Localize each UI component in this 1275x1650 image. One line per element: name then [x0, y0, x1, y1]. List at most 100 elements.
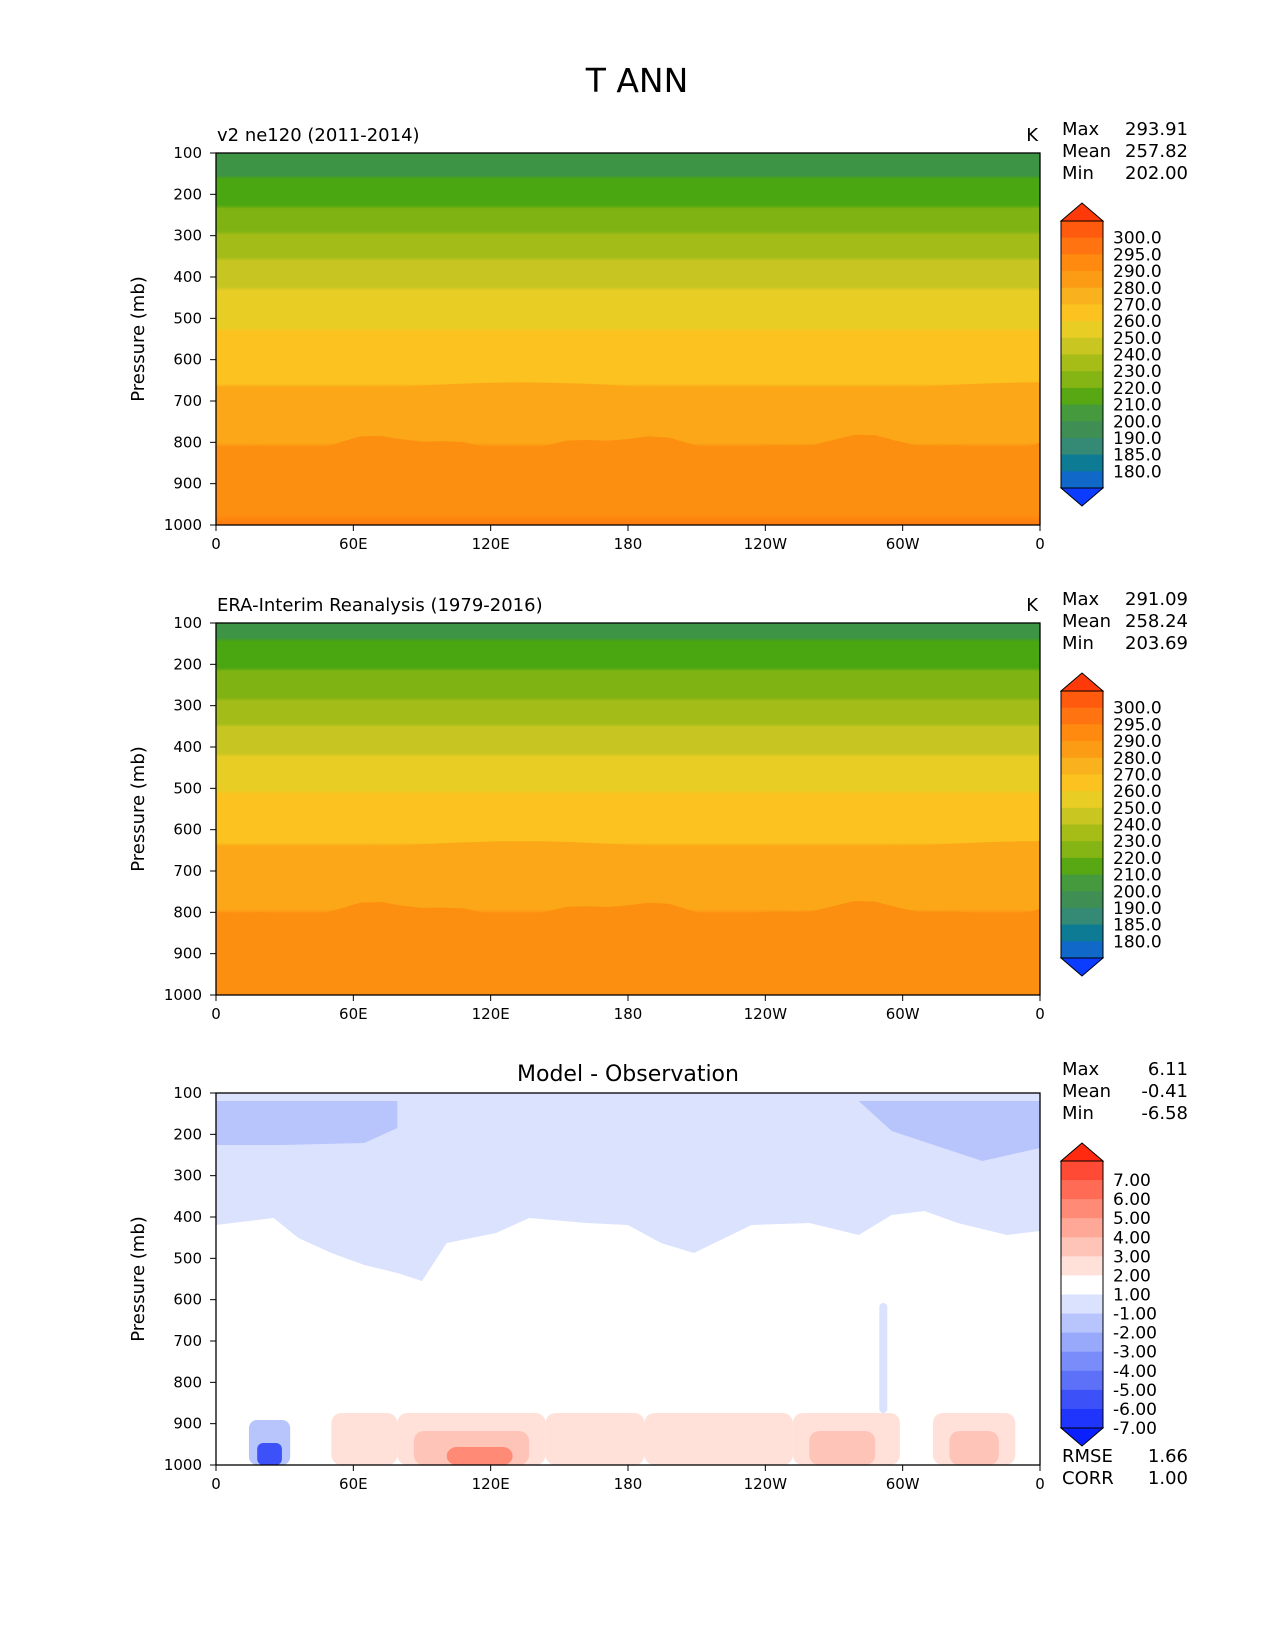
colorbar-segment: [1061, 237, 1103, 255]
x-tick-label: 120E: [472, 1475, 510, 1493]
y-axis-label: Pressure (mb): [128, 276, 149, 402]
stat-label: CORR: [1062, 1468, 1114, 1489]
y-tick-label: 300: [173, 697, 202, 715]
stat-label: Min: [1062, 1103, 1094, 1124]
colorbar-segment: [1061, 1199, 1103, 1219]
colorbar-segment: [1061, 1408, 1103, 1429]
y-tick-label: 600: [173, 821, 202, 839]
colorbar-segment: [1061, 1256, 1103, 1276]
colorbar-segment: [1061, 757, 1103, 775]
colorbar-segment: [1061, 437, 1103, 456]
stat-label: Max: [1062, 589, 1100, 610]
panel-model: v2 ne120 (2011-2014) K 100 200 300 400 500 600 7…: [128, 119, 1188, 553]
colorbar-label: 270.0: [1113, 295, 1162, 315]
panel-title: Model - Observation: [517, 1062, 739, 1087]
colorbar-label: 300.0: [1113, 229, 1162, 249]
colorbar-segment: [1061, 354, 1103, 372]
y-tick-label: 400: [173, 268, 202, 286]
y-tick-label: 100: [173, 1084, 202, 1102]
y-tick-label: 800: [173, 1373, 202, 1391]
y-tick-label: 600: [173, 351, 202, 369]
x-tick-label: 60E: [339, 535, 368, 553]
colorbar-extend-bottom: [1059, 1427, 1105, 1447]
y-tick-label: 300: [173, 1167, 202, 1185]
colorbar-segment: [1061, 1218, 1103, 1238]
contour-band: [216, 434, 1040, 460]
y-tick-label: 100: [173, 144, 202, 162]
stat-label: RMSE: [1062, 1446, 1113, 1467]
colorbar-segment: [1061, 271, 1103, 289]
contour-negative-strong: [257, 1443, 282, 1465]
x-tick-label: 120W: [744, 1475, 788, 1493]
stat-label: Mean: [1062, 611, 1111, 632]
x-tick-label: 0: [211, 1005, 221, 1023]
y-axis-label: Pressure (mb): [128, 746, 149, 872]
colorbar-segment: [1061, 404, 1103, 422]
colorbar-label: 295.0: [1113, 715, 1162, 735]
contour-positive: [545, 1413, 645, 1465]
colorbar-label: 250.0: [1113, 329, 1162, 349]
colorbar-label: 200.0: [1113, 882, 1162, 902]
x-tick-label: 0: [211, 1475, 221, 1493]
colorbar-label: 6.00: [1113, 1190, 1151, 1210]
colorbar-segment: [1061, 221, 1103, 239]
stat-value: 258.24: [1125, 611, 1188, 632]
colorbar-segment: [1061, 724, 1103, 742]
y-tick-label: 500: [173, 779, 202, 797]
colorbar-label: 280.0: [1113, 279, 1162, 299]
colorbar-label: 1.00: [1113, 1286, 1151, 1306]
panel-observation: ERA-Interim Reanalysis (1979-2016) K 100 20…: [128, 589, 1188, 1023]
colorbar-segment: [1061, 924, 1103, 942]
y-tick-label: 100: [173, 614, 202, 632]
contour-positive: [949, 1431, 999, 1465]
y-tick-label: 200: [173, 655, 202, 673]
stat-value: -0.41: [1141, 1081, 1188, 1102]
colorbar-segment: [1061, 907, 1103, 926]
colorbar-label: -5.00: [1113, 1381, 1157, 1401]
contour-band: [216, 382, 1040, 400]
colorbar-frame: [1060, 690, 1104, 959]
colorbar-label: 300.0: [1113, 699, 1162, 719]
colorbar-label: 5.00: [1113, 1209, 1151, 1229]
colorbar-label: -2.00: [1113, 1324, 1157, 1344]
colorbar-segment: [1061, 1237, 1103, 1257]
colorbar-segment: [1061, 807, 1103, 825]
colorbar-label: 220.0: [1113, 849, 1162, 869]
contour-positive: [331, 1413, 398, 1465]
stat-value: -6.58: [1141, 1103, 1188, 1124]
colorbar-segment: [1061, 1275, 1103, 1295]
contour-negative-strong: [216, 1101, 398, 1145]
colorbar-segment: [1061, 1389, 1103, 1410]
colorbar-segment: [1061, 707, 1103, 725]
y-tick-label: 1000: [164, 516, 202, 534]
y-tick-label: 900: [173, 1415, 202, 1433]
x-tick-label: 0: [1035, 1005, 1045, 1023]
colorbar-segment: [1061, 941, 1103, 959]
contour-positive: [446, 1447, 513, 1465]
colorbar-label: 295.0: [1113, 245, 1162, 265]
colorbar-label: -6.00: [1113, 1400, 1157, 1420]
colorbar-label: 260.0: [1113, 782, 1162, 802]
y-tick-label: 300: [173, 227, 202, 245]
y-tick-label: 900: [173, 945, 202, 963]
x-tick-label: 180: [614, 1475, 643, 1493]
colorbar-label: 250.0: [1113, 799, 1162, 819]
colorbar-label: 180.0: [1113, 462, 1162, 482]
colorbar-label: -1.00: [1113, 1305, 1157, 1325]
colorbar-segment: [1061, 1332, 1103, 1353]
contour-negative-strong: [858, 1101, 1040, 1161]
stat-value: 257.82: [1125, 141, 1188, 162]
x-tick-label: 120E: [472, 535, 510, 553]
colorbar-segment: [1061, 1294, 1103, 1315]
colorbar-segment: [1061, 774, 1103, 792]
colorbar-segment: [1061, 471, 1103, 489]
colorbar-label: -3.00: [1113, 1343, 1157, 1363]
colorbar-segment: [1061, 841, 1103, 859]
colorbar-segment: [1061, 321, 1103, 339]
y-axis-label: Pressure (mb): [128, 1216, 149, 1342]
colorbar-extend-top: [1059, 1142, 1105, 1162]
x-tick-label: 60W: [886, 1475, 920, 1493]
colorbar-segment: [1061, 454, 1103, 472]
x-tick-label: 60W: [886, 1005, 920, 1023]
